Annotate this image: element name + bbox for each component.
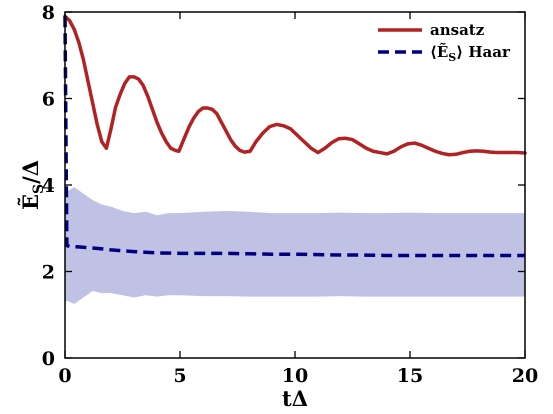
y-tick-label: 2 [42,262,55,284]
y-tick-label: 6 [42,89,55,111]
y-axis-label-main: Ẽ [18,194,43,210]
x-axis-label: tΔ [282,386,308,411]
x-tick-label: 10 [282,365,308,387]
series-layer [63,14,527,258]
x-tick-label: 5 [173,365,186,387]
x-tick-label: 0 [58,365,71,387]
y-tick-label: 4 [42,175,55,197]
x-tick-label: 20 [512,365,538,387]
y-axis-label-subscript: S [31,184,47,194]
haar-spread-band [65,187,525,304]
legend-label-main: ⟨Ẽ [430,42,448,61]
y-axis-label-tail: /Δ [18,160,43,184]
ansatz-series-line [63,14,527,157]
x-tick-label: 15 [397,365,423,387]
y-tick-label: 8 [42,2,55,24]
legend-ansatz-label: ansatz [430,21,485,39]
labels-layer: tΔ ẼS/Δ [18,160,308,411]
ticks-layer: 0 5 10 15 20 0 2 4 6 8 [42,2,538,387]
legend-haar-label: ⟨ẼS⟩ Haar [430,42,511,64]
y-tick-label: 0 [42,348,55,370]
legend-layer: ansatz ⟨ẼS⟩ Haar [378,21,511,64]
legend-label-tail: ⟩ Haar [456,43,511,61]
y-axis-label: ẼS/Δ [18,160,47,210]
band-layer [65,187,525,304]
haar-mean-series-line [63,16,525,258]
legend-label-subscript: S [448,51,456,64]
